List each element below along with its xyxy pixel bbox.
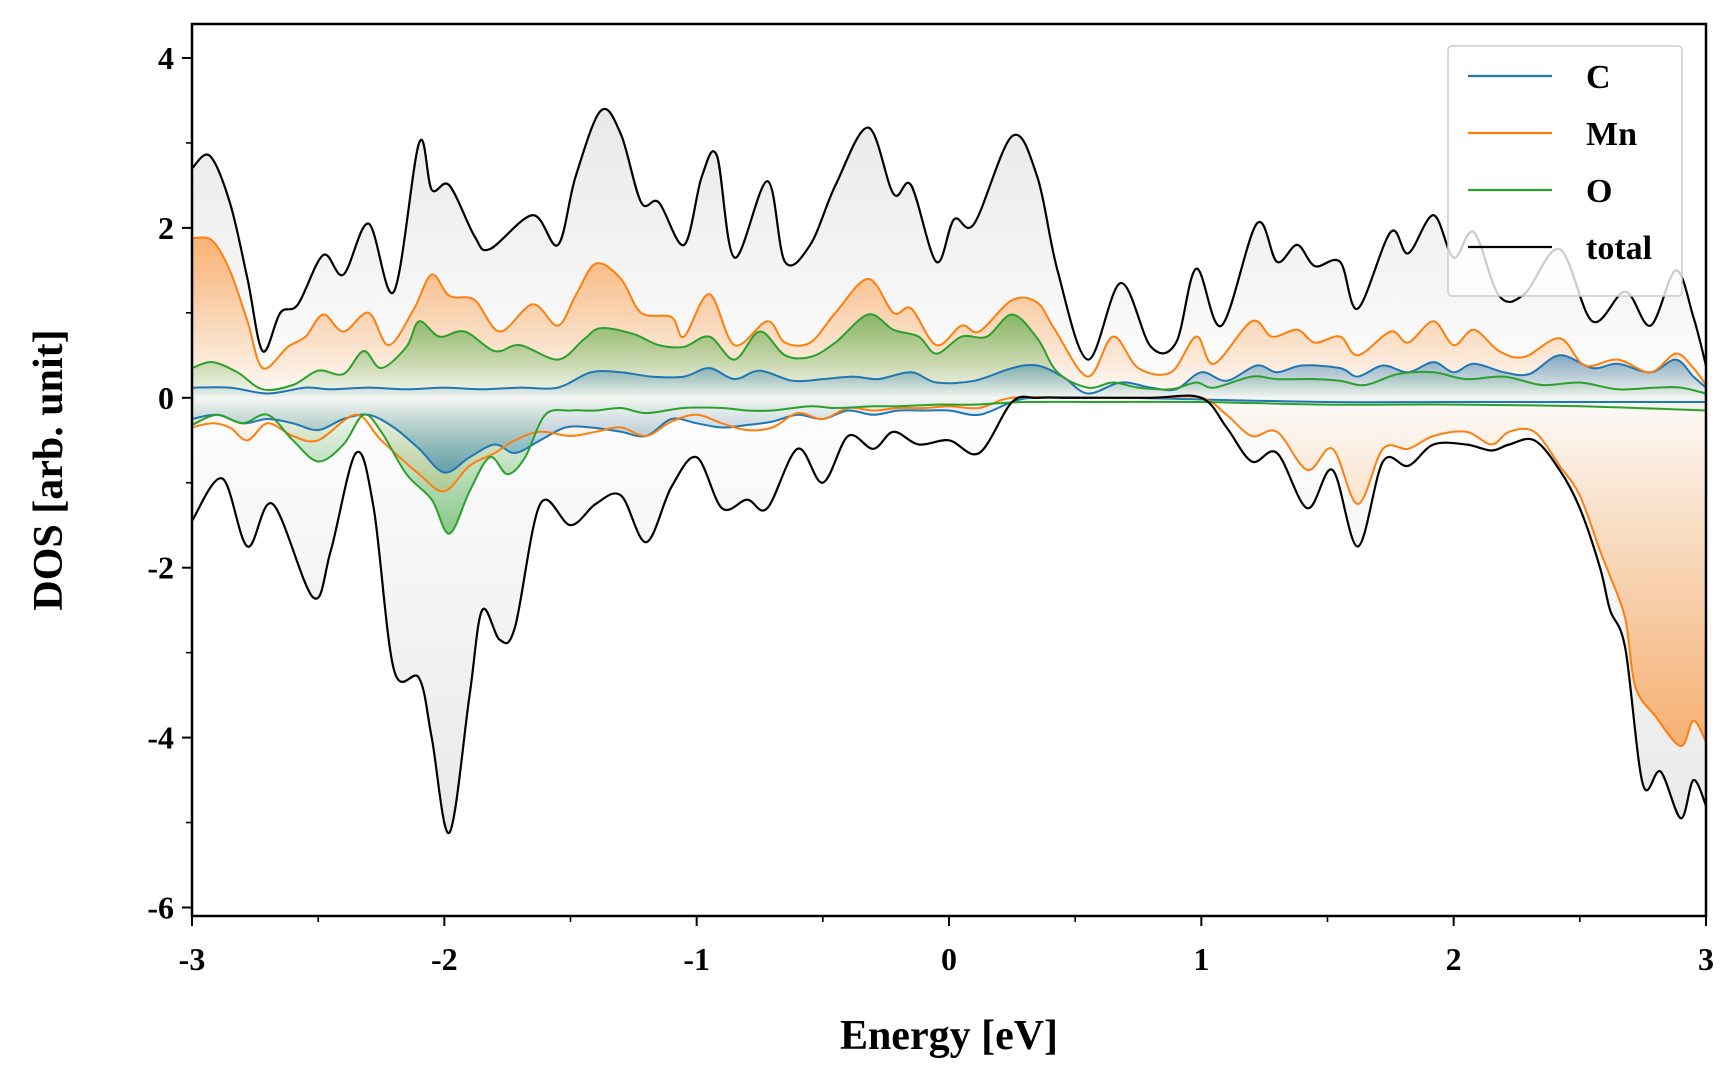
dos-line-mn-down <box>192 395 1706 748</box>
dos-area-o-up <box>192 314 1706 398</box>
dos-line-mn-up <box>192 236 1706 386</box>
x-tick-label: 1 <box>1193 941 1209 977</box>
legend-label-o: O <box>1586 173 1612 210</box>
y-tick-label: -6 <box>147 890 174 926</box>
x-tick-label: -1 <box>683 941 710 977</box>
x-tick-label: -2 <box>431 941 458 977</box>
y-tick-label: 2 <box>158 210 174 246</box>
axes: -3 -2 -1 0 1 2 3 -6 -4 -2 0 2 4 <box>147 40 1714 977</box>
y-tick-label: 4 <box>158 40 174 76</box>
legend-box <box>1447 45 1683 297</box>
dos-line-o-up <box>192 313 1706 395</box>
dos-line-c-up <box>192 354 1706 395</box>
dos-area-c-down <box>192 397 1706 473</box>
fill-layer <box>192 108 1706 834</box>
x-tick-label: 2 <box>1446 941 1462 977</box>
x-axis-title: Energy [eV] <box>840 1013 1058 1059</box>
dos-line-total-up <box>192 107 1706 366</box>
dos-area-total-down <box>192 395 1706 834</box>
y-tick-label: -2 <box>147 550 174 586</box>
x-tick-label: 0 <box>941 941 957 977</box>
y-tick-label: -4 <box>147 720 174 756</box>
dos-line-o-down <box>192 400 1706 535</box>
legend-label-total: total <box>1586 230 1652 267</box>
dos-area-mn-down <box>192 396 1706 747</box>
dos-area-c-up <box>192 355 1706 398</box>
line-layer <box>192 107 1706 834</box>
x-tick-label: 3 <box>1698 941 1714 977</box>
legend-label-c: C <box>1586 59 1611 96</box>
y-tick-label: 0 <box>158 380 174 416</box>
y-axis-title: DOS [arb. unit] <box>26 329 72 610</box>
dos-line-total-down <box>192 394 1706 834</box>
legend-label-mn: Mn <box>1586 116 1637 153</box>
x-tick-label: -3 <box>179 941 206 977</box>
